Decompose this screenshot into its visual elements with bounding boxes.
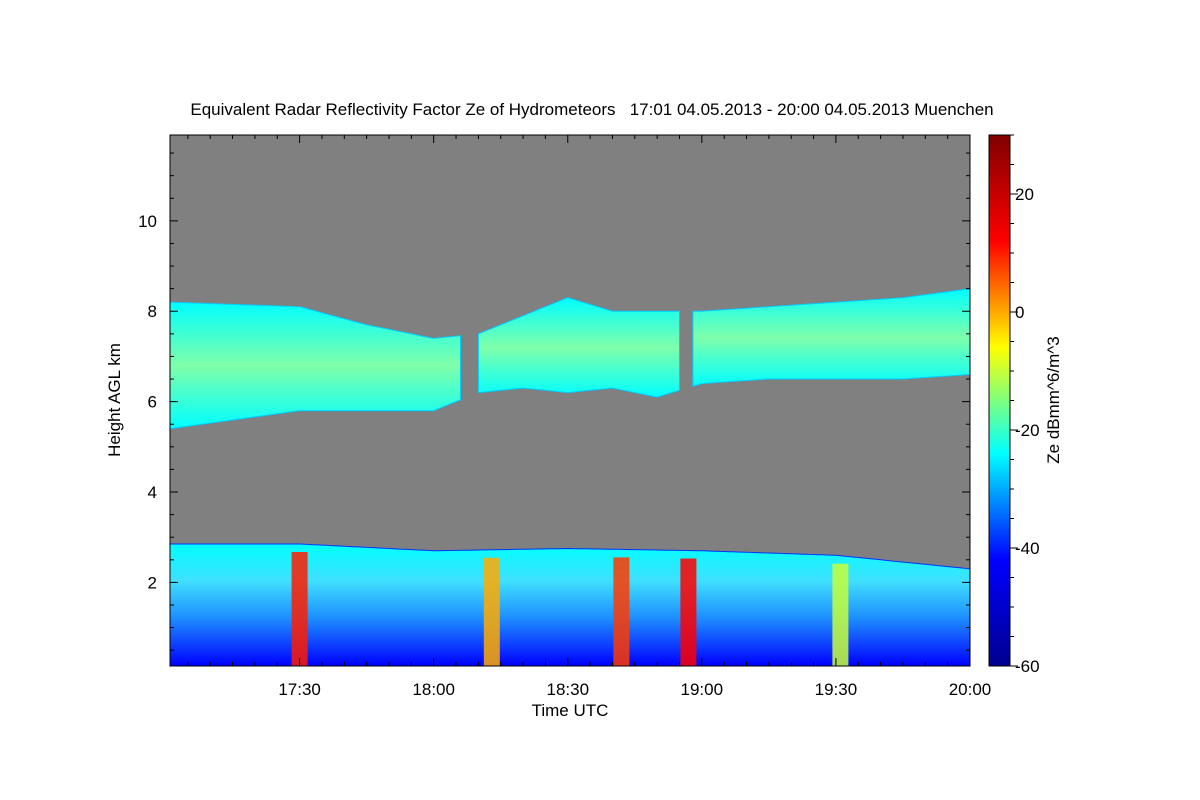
precip-core-3 [680,558,697,666]
colorbar-label: Ze dBmm^6/m^3 [1044,336,1063,463]
colorbar-axis: -60 -40 -20 0 20 [1010,134,1040,676]
y-tick-label: 8 [148,302,157,321]
y-tick-label: 4 [148,483,157,502]
x-tick-label: 17:30 [278,680,321,699]
reflectivity-field [170,288,970,666]
upper-cloud-layer-segment-1 [477,297,680,398]
precip-core-4 [832,563,849,666]
x-tick-label: 18:00 [412,680,455,699]
y-tick-label: 2 [148,573,157,592]
precip-core-0 [291,552,308,666]
x-tick-label: 19:00 [681,680,724,699]
colorbar-tick-label: 0 [1015,303,1024,322]
y-axis-label: Height AGL km [105,343,124,457]
colorbar-tick-label: -40 [1015,539,1040,558]
y-tick-label: 6 [148,393,157,412]
x-tick-label: 20:00 [949,680,992,699]
upper-cloud-layer-segment-2 [692,288,970,387]
upper-cloud-layer-segment-0 [170,301,461,430]
lower-precip-layer-segment-0 [170,543,970,666]
y-tick-label: 10 [138,212,157,231]
x-tick-label: 18:30 [547,680,590,699]
x-axis: 17:30 18:00 18:30 19:00 19:30 20:00 [187,135,992,699]
precip-core-1 [483,557,500,666]
colorbar-tick-label: -20 [1015,421,1040,440]
y-axis: 2 4 6 8 10 [138,152,970,651]
colorbar-tick-label: -60 [1015,657,1040,676]
colorbar-tick-label: 20 [1015,185,1034,204]
colorbar [988,134,1011,667]
x-tick-label: 19:30 [815,680,858,699]
precip-core-2 [613,557,630,666]
x-axis-label: Time UTC [532,701,609,720]
chart-title: Equivalent Radar Reflectivity Factor Ze … [190,100,993,119]
plot-frame [169,134,971,667]
